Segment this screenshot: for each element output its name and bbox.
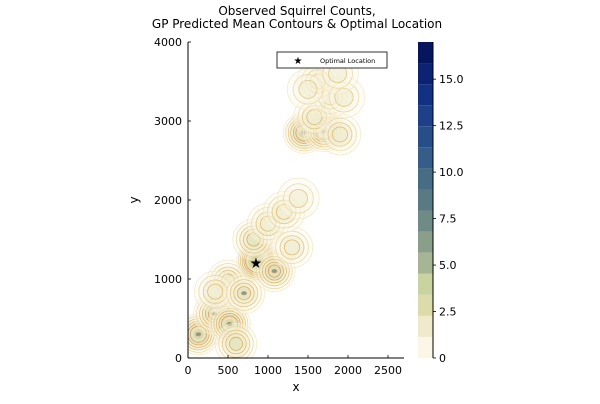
colorbar-tick-label: 7.5 [439, 213, 457, 226]
x-tick-label: 1000 [254, 364, 282, 377]
plot-area: 0 500 1000 1500 2000 2500 0 1000 2000 3000 4000 ★ [154, 36, 404, 377]
contour-band [327, 122, 353, 147]
colorbar-band [418, 273, 433, 295]
colorbar-tick-label: 5.0 [439, 259, 457, 272]
colorbar-tick-label: 15.0 [439, 73, 464, 86]
x-tick-label: 2500 [374, 364, 402, 377]
contour-band [283, 183, 314, 214]
optimal-location-star-icon: ★ [250, 257, 262, 272]
x-tick-label: 0 [185, 364, 192, 377]
colorbar-band [418, 168, 433, 190]
contour-band [218, 326, 254, 358]
chart-title-line1: Observed Squirrel Counts, [218, 4, 375, 18]
contour-band [288, 189, 308, 208]
contour-band [328, 82, 360, 113]
y-tick-label: 2000 [154, 194, 182, 207]
x-axis-label: x [292, 380, 299, 394]
colorbar-band [418, 63, 433, 85]
marker-layer: ★ [250, 257, 262, 272]
contour-band [318, 113, 362, 156]
colorbar-band [418, 252, 433, 274]
contour-band [283, 239, 300, 256]
colorbar-band [418, 126, 433, 148]
colorbar-bands [418, 42, 433, 359]
colorbar-band [418, 294, 433, 316]
colorbar-band [418, 336, 433, 359]
contour-band [193, 270, 237, 313]
colorbar-band [418, 42, 433, 64]
contour-layer [188, 52, 366, 358]
x-tick-label: 500 [218, 364, 239, 377]
contour-band [228, 336, 244, 351]
contour-band [225, 333, 247, 355]
colorbar-band [418, 84, 433, 106]
colorbar-ticks: 0 2.5 5.0 7.5 10.0 12.5 15.0 [433, 73, 464, 365]
contour-band [334, 87, 354, 107]
colorbar-band [418, 147, 433, 169]
legend-label: Optimal Location [320, 57, 375, 65]
chart-title-line2: GP Predicted Mean Contours & Optimal Loc… [152, 17, 442, 31]
colorbar-tick-label: 12.5 [439, 120, 464, 133]
contour-band [221, 329, 251, 358]
legend-box [276, 51, 388, 69]
contour-band [270, 226, 314, 269]
contour-peak [195, 332, 202, 337]
colorbar-band [418, 231, 433, 253]
y-ticks: 0 1000 2000 3000 4000 [154, 36, 191, 365]
contour-band [214, 322, 258, 358]
colorbar-band [418, 105, 433, 127]
colorbar-tick-label: 0 [439, 352, 446, 365]
contour-band [271, 199, 297, 225]
legend-star-icon: ★ [294, 56, 303, 67]
y-tick-label: 1000 [154, 273, 182, 286]
contour-band [202, 279, 228, 304]
y-axis-label: y [127, 196, 141, 203]
contour-band [298, 80, 318, 99]
y-tick-label: 3000 [154, 115, 182, 128]
colorbar-tick-label: 2.5 [439, 306, 457, 319]
contour-band [331, 126, 348, 143]
colorbar-band [418, 210, 433, 232]
legend: ★ Optimal Location [276, 51, 388, 69]
contour-band [232, 218, 275, 261]
contour-band [207, 283, 224, 300]
contour-band [246, 202, 290, 245]
x-ticks: 0 500 1000 1500 2000 2500 [185, 355, 402, 377]
x-tick-label: 2000 [334, 364, 362, 377]
colorbar-band [418, 189, 433, 211]
y-tick-label: 4000 [154, 36, 182, 49]
colorbar: 0 2.5 5.0 7.5 10.0 12.5 15.0 [418, 42, 464, 365]
contour-band [292, 74, 324, 105]
contour-peak [241, 291, 247, 296]
colorbar-tick-label: 10.0 [439, 166, 464, 179]
colorbar-band [418, 315, 433, 337]
contour-band [279, 235, 305, 260]
y-tick-label: 0 [175, 352, 182, 365]
contour-peak [271, 269, 278, 274]
contour-band [306, 109, 323, 125]
x-tick-label: 1500 [294, 364, 322, 377]
